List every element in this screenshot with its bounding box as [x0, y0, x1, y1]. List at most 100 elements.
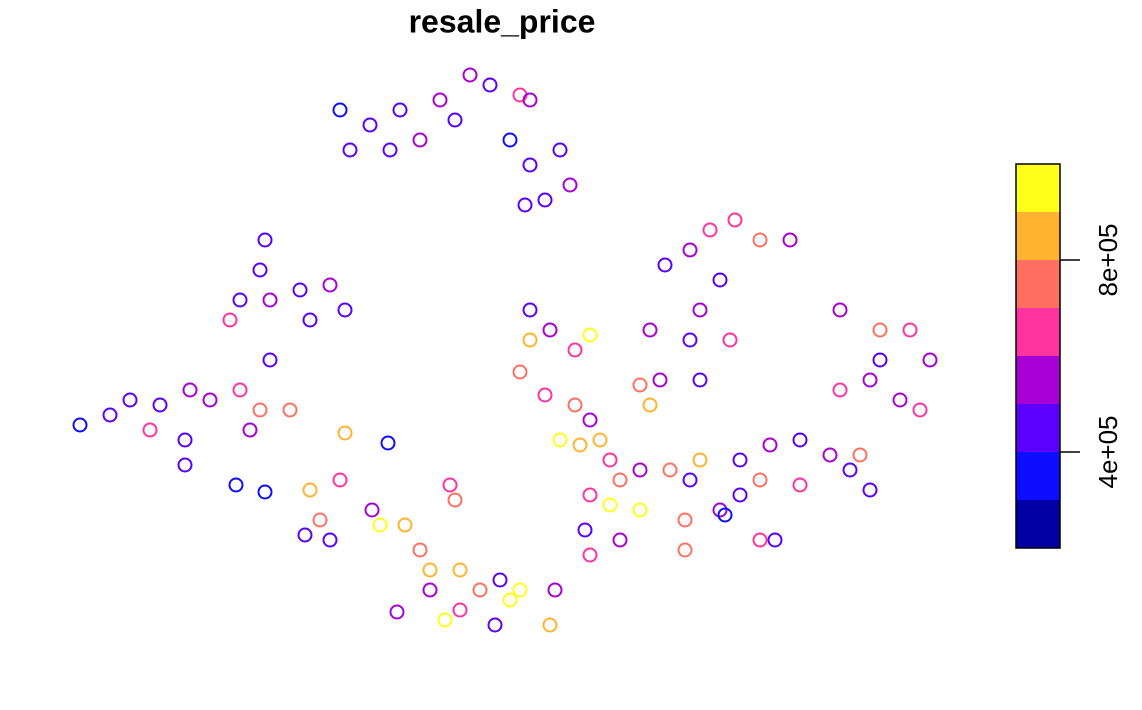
point — [922, 352, 938, 368]
point — [422, 562, 438, 578]
point — [612, 472, 628, 488]
point — [872, 352, 888, 368]
point — [452, 602, 468, 618]
point — [517, 197, 533, 213]
point — [537, 192, 553, 208]
point — [252, 402, 268, 418]
point — [567, 342, 583, 358]
point — [832, 302, 848, 318]
point — [142, 422, 158, 438]
point — [602, 497, 618, 513]
point — [632, 462, 648, 478]
point — [297, 527, 313, 543]
point — [302, 482, 318, 498]
point — [492, 572, 508, 588]
legend-swatch — [1016, 260, 1060, 308]
point — [397, 517, 413, 533]
point — [228, 477, 244, 493]
point — [567, 397, 583, 413]
legend-swatch — [1016, 308, 1060, 356]
point — [602, 452, 618, 468]
point — [252, 262, 268, 278]
point — [572, 437, 588, 453]
point — [767, 532, 783, 548]
point — [652, 372, 668, 388]
point — [152, 397, 168, 413]
point — [177, 457, 193, 473]
point — [577, 522, 593, 538]
point — [322, 532, 338, 548]
point — [412, 542, 428, 558]
point — [522, 332, 538, 348]
point — [332, 472, 348, 488]
point — [552, 432, 568, 448]
point — [472, 582, 488, 598]
point — [102, 407, 118, 423]
point — [364, 502, 380, 518]
point — [122, 392, 138, 408]
point — [717, 507, 733, 523]
point — [542, 322, 558, 338]
point — [752, 232, 768, 248]
point — [822, 447, 838, 463]
point — [372, 517, 388, 533]
point — [862, 372, 878, 388]
point — [452, 562, 468, 578]
point — [512, 582, 528, 598]
map-title: resale_price — [409, 3, 596, 39]
point — [182, 382, 198, 398]
point — [337, 302, 353, 318]
point — [512, 364, 528, 380]
point — [202, 392, 218, 408]
point — [437, 612, 453, 628]
point — [752, 472, 768, 488]
point — [582, 487, 598, 503]
point — [682, 472, 698, 488]
point — [912, 402, 928, 418]
point — [522, 92, 538, 108]
point — [782, 232, 798, 248]
point — [592, 432, 608, 448]
point — [657, 257, 673, 273]
point — [412, 132, 428, 148]
point — [322, 277, 338, 293]
point — [389, 604, 405, 620]
legend-swatch — [1016, 164, 1060, 212]
point — [662, 462, 678, 478]
point — [502, 592, 518, 608]
point — [447, 112, 463, 128]
point — [852, 447, 868, 463]
point — [72, 417, 88, 433]
point — [462, 67, 478, 83]
point — [542, 617, 558, 633]
legend-swatch — [1016, 212, 1060, 260]
point — [862, 482, 878, 498]
point — [692, 372, 708, 388]
point — [522, 302, 538, 318]
point — [502, 132, 518, 148]
point — [332, 102, 348, 118]
point — [677, 542, 693, 558]
point — [632, 502, 648, 518]
point — [487, 617, 503, 633]
point — [382, 142, 398, 158]
point — [302, 312, 318, 328]
point — [792, 477, 808, 493]
legend-tick-label: 8e+05 — [1093, 223, 1123, 296]
point — [312, 512, 328, 528]
point — [902, 322, 918, 338]
legend-swatch — [1016, 452, 1060, 500]
point — [257, 232, 273, 248]
legend-swatch — [1016, 404, 1060, 452]
point — [562, 177, 578, 193]
point — [712, 502, 728, 518]
point — [692, 302, 708, 318]
point — [582, 327, 598, 343]
point — [872, 322, 888, 338]
legend-swatch — [1016, 500, 1060, 548]
point — [712, 272, 728, 288]
point — [792, 432, 808, 448]
point — [762, 437, 778, 453]
point — [232, 382, 248, 398]
point — [722, 332, 738, 348]
